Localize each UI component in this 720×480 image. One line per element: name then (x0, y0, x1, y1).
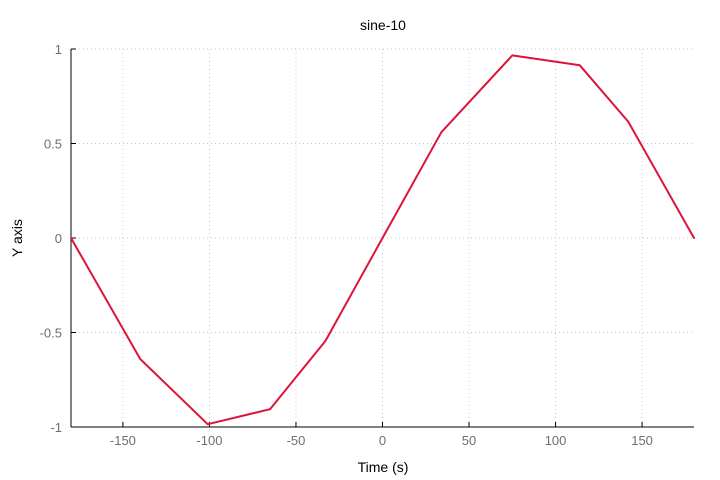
x-tick-label: 0 (379, 433, 386, 448)
x-tick-label: -150 (110, 433, 136, 448)
x-tick-label: 150 (631, 433, 653, 448)
x-tick-label: 50 (462, 433, 476, 448)
data-point (269, 408, 271, 411)
y-tick-label: -0.5 (40, 326, 62, 341)
data-point (440, 131, 443, 134)
y-axis: -1 -0.5 0 0.5 1 (40, 42, 76, 435)
chart-title: sine-10 (360, 17, 406, 33)
y-axis-label: Y axis (9, 219, 25, 257)
data-point (206, 423, 209, 425)
y-tick-label: 1 (55, 42, 62, 57)
data-point (693, 237, 695, 239)
x-tick-label: -100 (196, 433, 222, 448)
x-axis: -150 -100 -50 0 50 100 150 (110, 422, 653, 448)
y-tick-label: -1 (50, 420, 62, 435)
x-axis-label: Time (s) (358, 459, 409, 475)
y-tick-label: 0 (55, 231, 62, 246)
data-point (70, 237, 72, 239)
data-point (511, 54, 514, 57)
data-point (381, 237, 384, 239)
series-line (70, 54, 695, 426)
x-tick-label: 100 (545, 433, 567, 448)
data-point (627, 120, 630, 123)
y-tick-label: 0.5 (44, 137, 62, 152)
data-point (578, 64, 581, 67)
data-point (139, 358, 142, 360)
series-layer (70, 54, 695, 426)
data-point (324, 340, 327, 342)
x-tick-label: -50 (287, 433, 306, 448)
